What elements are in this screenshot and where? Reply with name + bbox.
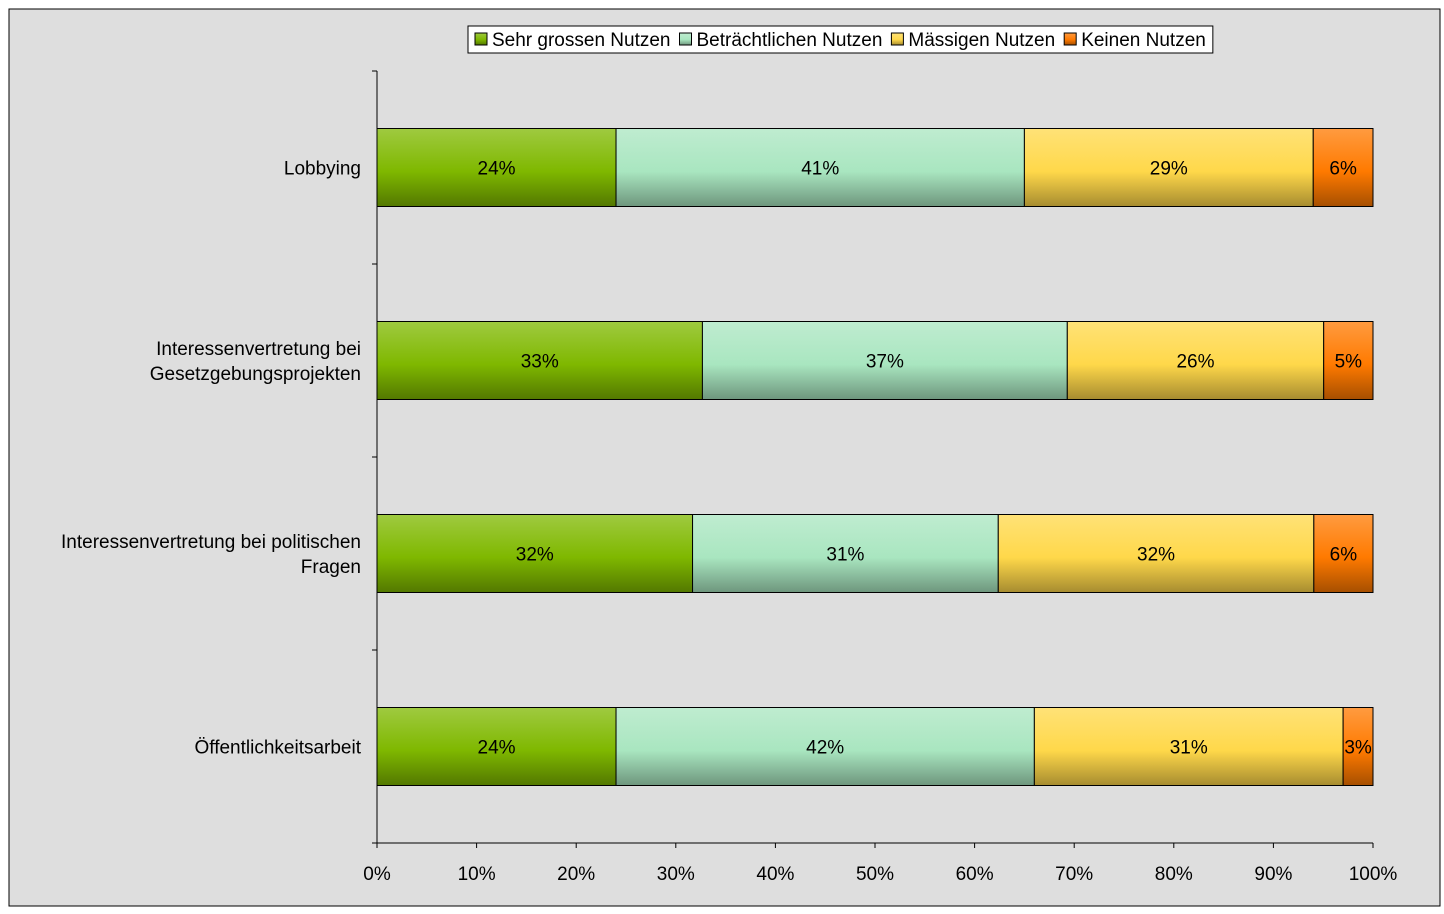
bar-segment-sehr-grossen-nutzen (376, 514, 694, 593)
data-label: 31% (1170, 738, 1208, 759)
bar-segment-betrachtlichen-nutzen (692, 514, 999, 593)
category-label: Fragen (301, 557, 361, 578)
y-axis: Lobbying Interessenvertretung bei Gesetzge… (61, 70, 378, 844)
bars: 24% 41% 29% 6% 33% 37% 26% 5% 32% 31% 32% 6% 24% 42% 3… (376, 128, 1374, 786)
x-tick-label: 0% (363, 864, 391, 885)
category-label: Öffentlichkeitsarbeit (194, 738, 361, 759)
category-label: Gesetzgebungsprojekten (150, 364, 361, 385)
x-tick-label: 50% (856, 864, 894, 885)
legend-label-betrachtlichen-nutzen: Beträchtlichen Nutzen (697, 30, 883, 51)
legend-label-massigen-nutzen: Mässigen Nutzen (908, 30, 1055, 51)
data-label: 32% (1137, 545, 1175, 566)
legend-swatch-massigen-nutzen (890, 32, 904, 46)
category-label: Interessenvertretung bei politischen (61, 532, 361, 553)
x-tick-label: 60% (956, 864, 994, 885)
bar-segment-sehr-grossen-nutzen (376, 321, 703, 400)
x-tick-label: 30% (657, 864, 695, 885)
data-label: 5% (1335, 352, 1363, 373)
data-label: 6% (1329, 159, 1357, 180)
legend-label-keinen-nutzen: Keinen Nutzen (1081, 30, 1206, 51)
x-tick-label: 80% (1155, 864, 1193, 885)
x-tick-label: 10% (458, 864, 496, 885)
bar-segment-betrachtlichen-nutzen (615, 128, 1025, 207)
legend-swatch-betrachtlichen-nutzen (679, 32, 692, 46)
x-axis: 0% 10% 20% 30% 40% 50% 60% 70% 80% 90% 100% (363, 842, 1398, 885)
data-label: 31% (826, 545, 864, 566)
bar-segment-betrachtlichen-nutzen (615, 707, 1035, 786)
data-label: 3% (1344, 738, 1372, 759)
data-label: 26% (1176, 352, 1214, 373)
data-label: 24% (478, 738, 516, 759)
bar-segment-massigen-nutzen (997, 514, 1315, 593)
data-label: 33% (521, 352, 559, 373)
legend-swatch-sehr-grossen-nutzen (474, 32, 488, 46)
x-tick-label: 100% (1349, 864, 1398, 885)
category-label: Lobbying (284, 159, 361, 180)
bar-segment-massigen-nutzen (1033, 707, 1344, 786)
bar-segment-keinen-nutzen (1312, 128, 1374, 207)
data-label: 29% (1150, 159, 1188, 180)
bar-segment-sehr-grossen-nutzen (376, 128, 617, 207)
x-tick-label: 20% (557, 864, 595, 885)
data-label: 24% (478, 159, 516, 180)
data-label: 41% (801, 159, 839, 180)
bar-segment-keinen-nutzen (1313, 514, 1374, 593)
x-tick-label: 90% (1254, 864, 1292, 885)
bar-segment-massigen-nutzen (1023, 128, 1314, 207)
legend-swatch-keinen-nutzen (1063, 32, 1077, 46)
legend: Sehr grossen Nutzen Beträchtlichen Nutzen… (467, 25, 1214, 54)
bar-segment-keinen-nutzen (1342, 707, 1374, 786)
x-tick-label: 70% (1055, 864, 1093, 885)
x-tick-label: 40% (756, 864, 794, 885)
bar-segment-sehr-grossen-nutzen (376, 707, 617, 786)
category-label: Interessenvertretung bei (156, 339, 361, 360)
data-label: 6% (1330, 545, 1358, 566)
data-label: 37% (866, 352, 904, 373)
data-label: 32% (516, 545, 554, 566)
bar-segment-betrachtlichen-nutzen (701, 321, 1068, 400)
bar-segment-keinen-nutzen (1323, 321, 1374, 400)
legend-box (467, 25, 1214, 54)
bar-segment-massigen-nutzen (1066, 321, 1325, 400)
legend-label-sehr-grossen-nutzen: Sehr grossen Nutzen (492, 30, 671, 51)
data-label: 42% (806, 738, 844, 759)
